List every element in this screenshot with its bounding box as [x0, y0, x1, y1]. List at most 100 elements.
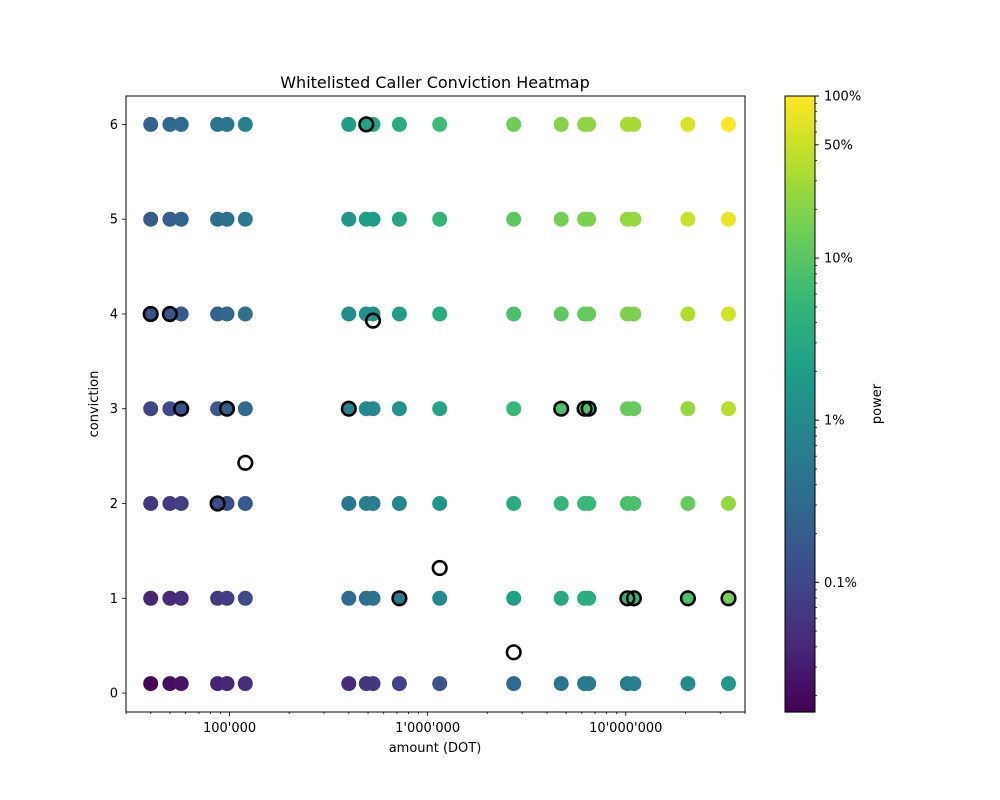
data-point: [341, 211, 357, 227]
data-point: [237, 590, 253, 606]
colorbar-band: [785, 510, 815, 516]
colorbar-band: [785, 334, 815, 339]
data-point: [341, 676, 357, 692]
colorbar-band: [785, 477, 815, 483]
data-point: [626, 116, 642, 132]
colorbar-band: [785, 210, 815, 216]
colorbar-band: [785, 141, 815, 146]
colorbar-band: [785, 535, 815, 541]
colorbar-band: [785, 576, 815, 582]
data-point: [143, 211, 159, 227]
colorbar-frame: [784, 95, 816, 713]
colorbar-band: [785, 178, 815, 183]
colorbar-band: [785, 153, 815, 159]
colorbar-band: [785, 564, 815, 569]
data-point: [143, 116, 159, 132]
colorbar-band: [785, 420, 815, 426]
data-point: [341, 306, 357, 322]
colorbar-band: [785, 597, 815, 602]
x-axis: 100'000 1'000'000 10'000'000: [125, 712, 746, 736]
data-point: [237, 306, 253, 322]
colorbar: 100% 50% 10% 1% 0.1%: [784, 90, 861, 713]
chart-title: Whitelisted Caller Conviction Heatmap: [280, 73, 590, 92]
x-tick-label: 100'000: [203, 721, 256, 736]
colorbar-band: [785, 301, 815, 307]
colorbar-band: [785, 654, 815, 660]
colorbar-band: [785, 670, 815, 676]
data-point: [219, 211, 235, 227]
colorbar-band: [785, 461, 815, 467]
data-point: [143, 676, 159, 692]
data-point: [506, 401, 522, 417]
data-point: [173, 676, 189, 692]
colorbar-band: [785, 551, 815, 557]
highlighted-point: [209, 495, 226, 512]
colorbar-band: [785, 268, 815, 274]
data-point: [391, 676, 407, 692]
data-point: [391, 401, 407, 417]
colorbar-tick-label: 0.1%: [824, 576, 857, 591]
data-point: [173, 590, 189, 606]
colorbar-band: [785, 633, 815, 639]
data-point: [237, 116, 253, 132]
colorbar-band: [785, 239, 815, 245]
colorbar-band: [785, 206, 815, 212]
data-point: [581, 590, 597, 606]
colorbar-tick-label: 50%: [824, 138, 853, 153]
colorbar-band: [785, 543, 815, 549]
y-tick-label: 1: [110, 592, 118, 607]
colorbar-band: [785, 482, 815, 487]
colorbar-band: [785, 699, 815, 705]
colorbar-band: [785, 416, 815, 422]
data-point: [626, 211, 642, 227]
data-point: [143, 590, 159, 606]
data-point: [219, 676, 235, 692]
colorbar-band: [785, 108, 815, 114]
y-tick-label: 6: [110, 118, 118, 133]
data-point: [391, 306, 407, 322]
colorbar-band: [785, 157, 815, 163]
colorbar-band: [785, 350, 815, 356]
colorbar-label: power: [870, 383, 885, 424]
colorbar-band: [785, 494, 815, 500]
highlighted-point: [142, 305, 159, 323]
highlighted-point: [553, 400, 570, 417]
data-point: [581, 116, 597, 132]
colorbar-band: [785, 440, 815, 446]
data-point: [162, 401, 178, 417]
data-point: [365, 496, 381, 511]
colorbar-band: [785, 247, 815, 253]
colorbar-band: [785, 219, 815, 224]
colorbar-band: [785, 309, 815, 315]
data-point: [680, 401, 696, 417]
highlighted-point: [391, 590, 408, 607]
colorbar-band: [785, 629, 815, 635]
highlighted-point: [580, 400, 597, 417]
colorbar-band: [785, 642, 815, 647]
colorbar-band: [785, 588, 815, 594]
highlighted-point: [431, 559, 448, 577]
colorbar-band: [785, 395, 815, 401]
colorbar-band: [785, 317, 815, 323]
data-point: [721, 401, 736, 417]
colorbar-band: [785, 305, 815, 311]
data-point: [219, 116, 235, 132]
colorbar-band: [785, 412, 815, 417]
points-layer: [142, 116, 737, 692]
data-point: [162, 211, 178, 227]
highlighted-point: [364, 312, 382, 329]
data-point: [432, 401, 448, 417]
data-point: [391, 211, 407, 227]
data-point: [143, 496, 159, 511]
colorbar-band: [785, 182, 815, 187]
colorbar-band: [785, 391, 815, 397]
highlighted-point: [505, 644, 522, 661]
colorbar-band: [785, 539, 815, 545]
y-tick-label: 2: [110, 497, 118, 512]
colorbar-band: [785, 289, 815, 294]
y-axis-label: conviction: [87, 371, 102, 438]
data-point: [237, 496, 253, 511]
colorbar-band: [785, 358, 815, 364]
colorbar-band: [785, 473, 815, 479]
